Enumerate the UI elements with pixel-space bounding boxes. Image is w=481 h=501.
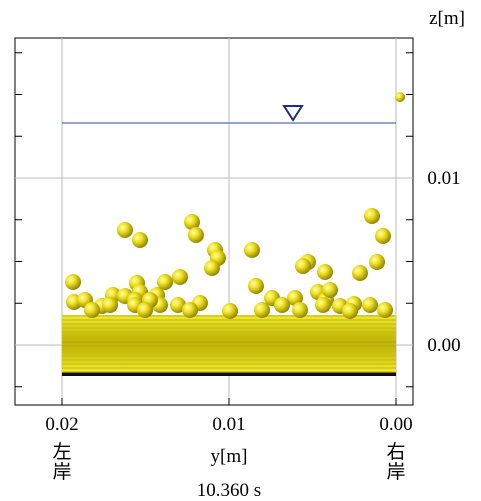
bed-stripe xyxy=(62,371,396,373)
right-bank-label: 岸 xyxy=(386,461,405,483)
particle xyxy=(188,227,204,243)
particle xyxy=(377,302,393,318)
particle xyxy=(352,265,368,281)
particle xyxy=(254,302,270,318)
particle xyxy=(132,232,148,248)
z-tick-label: 0.01 xyxy=(427,168,460,189)
bed-stripe xyxy=(62,363,396,365)
particle xyxy=(184,214,200,230)
left-bank-label: 岸 xyxy=(52,461,71,483)
bed-stripe xyxy=(62,331,396,333)
particle xyxy=(322,282,338,298)
particle xyxy=(172,269,188,285)
particle xyxy=(315,297,331,313)
particle xyxy=(317,264,333,280)
particle xyxy=(364,208,380,224)
particle xyxy=(342,303,358,319)
bed-stripe xyxy=(62,351,396,353)
bed-stripe xyxy=(62,323,396,325)
z-tick-label: 0.00 xyxy=(427,335,460,356)
particle xyxy=(292,302,308,318)
particle xyxy=(287,290,303,306)
bed-stripe xyxy=(62,343,396,345)
particle xyxy=(170,297,186,313)
particle xyxy=(182,302,198,318)
particle xyxy=(84,302,100,318)
particle xyxy=(204,260,220,276)
bed-stripe xyxy=(62,367,396,369)
particle xyxy=(375,228,391,244)
y-axis-label: y[m] xyxy=(211,446,248,467)
bed-stripe xyxy=(62,335,396,337)
particles xyxy=(65,92,405,319)
bed-stripe xyxy=(62,319,396,321)
particle xyxy=(362,297,378,313)
bed-stripe xyxy=(62,339,396,341)
particle xyxy=(244,242,260,258)
particle xyxy=(117,222,133,238)
left-bank-label: 左 xyxy=(52,441,71,463)
y-tick-label: 0.00 xyxy=(379,414,412,435)
bed-stripe xyxy=(62,347,396,349)
particle xyxy=(295,258,311,274)
particle xyxy=(369,254,385,270)
y-tick-label: 0.02 xyxy=(45,414,78,435)
bed-stripe xyxy=(62,327,396,329)
particle xyxy=(222,303,238,319)
particle xyxy=(65,274,81,290)
particle xyxy=(157,274,173,290)
bed-stripe xyxy=(62,359,396,361)
particle xyxy=(137,302,153,318)
particle xyxy=(102,297,118,313)
water-level-marker xyxy=(282,105,304,122)
z-axis-label: z[m] xyxy=(429,8,465,29)
bed-bottom xyxy=(62,372,396,376)
time-label: 10.360 s xyxy=(197,480,261,501)
bed-stripe xyxy=(62,355,396,357)
particle xyxy=(274,297,290,313)
particle xyxy=(248,278,264,294)
y-tick-label: 0.01 xyxy=(212,414,245,435)
right-bank-label: 右 xyxy=(386,441,405,463)
particle xyxy=(395,92,405,102)
